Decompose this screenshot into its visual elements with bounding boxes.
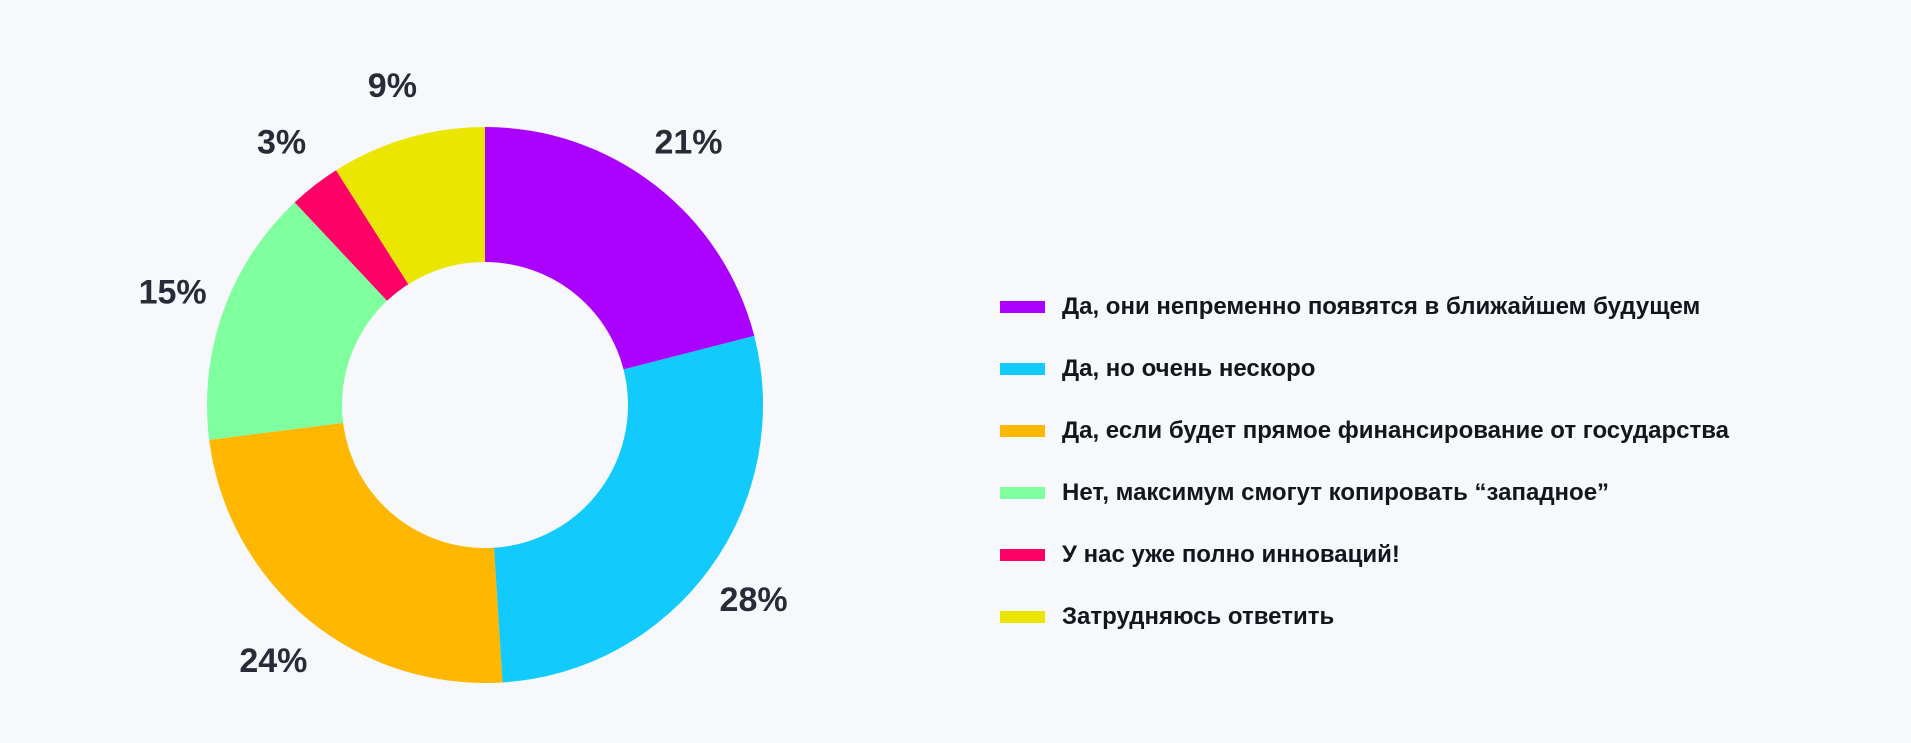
legend: Да, они непременно появятся в ближайшем … <box>1000 276 1729 648</box>
donut-chart: 21% 28% 24% 15% 3% 9% <box>139 67 788 683</box>
slice-value-label: 15% <box>139 274 207 312</box>
legend-label: Да, если будет прямое финансирование от … <box>1062 417 1730 444</box>
legend-item: Нет, максимум смогут копировать “западно… <box>1000 462 1729 524</box>
legend-swatch <box>1000 425 1045 437</box>
legend-label: Затрудняюсь ответить <box>1062 603 1335 630</box>
legend-label: У нас уже полно инноваций! <box>1062 541 1400 568</box>
donut-slice <box>336 127 485 285</box>
donut-slice <box>294 170 409 301</box>
slice-value-label: 28% <box>720 581 788 619</box>
legend-item: Да, если будет прямое финансирование от … <box>1000 400 1729 462</box>
slice-value-label: 9% <box>368 67 417 105</box>
slice-value-label: 21% <box>654 124 722 162</box>
legend-label: Да, но очень нескоро <box>1062 355 1316 382</box>
legend-swatch <box>1000 611 1045 623</box>
legend-item: Да, они непременно появятся в ближайшем … <box>1000 276 1729 338</box>
donut-slice <box>493 335 763 683</box>
slice-value-label: 3% <box>257 124 306 162</box>
donut-slice <box>209 422 503 683</box>
legend-item: У нас уже полно инноваций! <box>1000 524 1729 586</box>
legend-swatch <box>1000 301 1045 313</box>
legend-item: Затрудняюсь ответить <box>1000 586 1729 648</box>
legend-swatch <box>1000 363 1045 375</box>
legend-item: Да, но очень нескоро <box>1000 338 1729 400</box>
legend-label: Да, они непременно появятся в ближайшем … <box>1062 293 1701 320</box>
legend-swatch <box>1000 549 1045 561</box>
legend-swatch <box>1000 487 1045 499</box>
donut-slice <box>485 127 755 370</box>
legend-label: Нет, максимум смогут копировать “западно… <box>1062 479 1610 506</box>
donut-slice <box>206 202 388 440</box>
slice-value-label: 24% <box>239 642 307 680</box>
